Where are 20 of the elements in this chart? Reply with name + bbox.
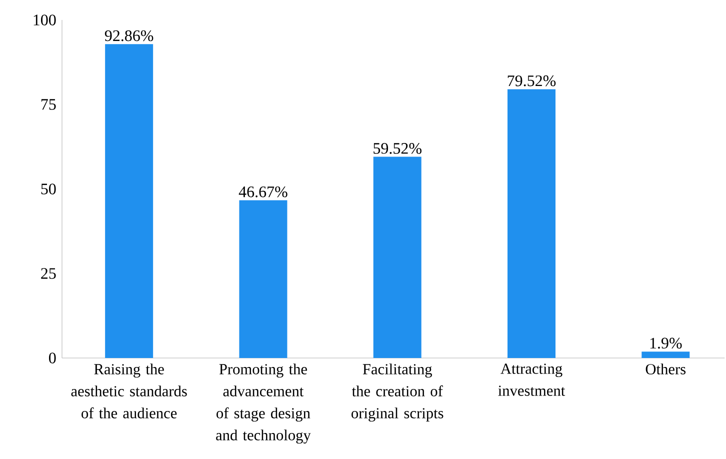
y-tick-label: 100 <box>34 14 56 26</box>
x-tick-label: Facilitating the creation of original scripts <box>352 364 444 422</box>
x-tick-label: Attracting investment <box>498 364 566 396</box>
data-label: 46.67% <box>238 186 288 198</box>
bar <box>373 156 422 358</box>
y-tick-label: 75 <box>41 99 56 110</box>
y-tick-label: 0 <box>49 352 56 364</box>
data-label: 79.52% <box>508 75 556 86</box>
data-label: 92.86% <box>104 30 154 42</box>
y-tick-label: 25 <box>41 268 56 279</box>
bar <box>239 200 288 358</box>
data-label: 1.9% <box>650 338 682 349</box>
data-label: 59.52% <box>374 143 422 154</box>
y-tick-label: 50 <box>41 184 56 194</box>
bar <box>105 44 154 358</box>
bar <box>642 352 690 358</box>
x-tick-label: Promoting the advancement of stage design and technology <box>216 364 311 444</box>
bar <box>508 89 556 358</box>
x-tick-label: Raising the aesthetic standards of the audience <box>71 364 187 418</box>
x-tick-label: Others <box>646 364 686 374</box>
